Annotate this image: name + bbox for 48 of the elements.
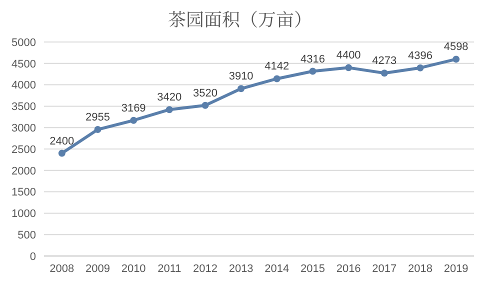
point [309,68,316,75]
data-label: 2400 [50,135,74,148]
x-tick-label: 2019 [444,263,468,275]
x-tick-label: 2016 [336,263,361,275]
point [452,56,460,63]
x-tick-label: 2017 [372,263,397,275]
point [58,150,66,157]
y-tick-label: 0 [30,250,36,263]
x-tick-label: 2015 [300,263,325,275]
y-tick-label: 1000 [12,208,36,220]
x-tick-label: 2014 [264,263,290,275]
y-tick-label: 2500 [12,144,36,156]
y-tick-label: 3000 [12,122,36,134]
data-label: 4316 [300,53,325,66]
y-tick-label: 1500 [12,186,36,199]
point [380,70,388,77]
data-label: 3169 [121,102,146,114]
y-tick-label: 5000 [12,36,36,49]
data-label: 3910 [228,70,254,83]
point [94,126,102,134]
x-tick-label: 2010 [121,263,146,275]
data-label: 3420 [157,92,182,104]
y-tick-label: 3500 [12,101,36,114]
x-tick-label: 2018 [408,263,432,275]
x-tick-label: 2009 [86,263,110,275]
y-tick-label: 4500 [12,58,36,70]
point [238,85,245,92]
x-tick-label: 2008 [50,263,74,275]
data-label: 4273 [372,55,397,68]
point [202,102,209,109]
point [130,116,138,124]
data-label: 4598 [444,41,468,54]
data-label: 4400 [336,50,361,62]
point [166,106,173,114]
y-tick-label: 2000 [12,165,36,178]
x-tick-label: 2012 [193,263,218,275]
point [416,64,424,72]
y-tick-label: 500 [18,229,36,242]
data-label: 4142 [264,60,290,73]
data-label: 4396 [408,50,432,62]
x-tick-label: 2011 [158,263,182,275]
data-label: 2955 [86,112,110,124]
chart-title: 茶园面积（万亩） [168,6,312,32]
data-label: 3520 [193,87,218,100]
point [345,64,352,72]
x-tick-label: 2013 [228,263,254,275]
point [273,75,280,82]
y-tick-label: 4000 [12,80,36,92]
